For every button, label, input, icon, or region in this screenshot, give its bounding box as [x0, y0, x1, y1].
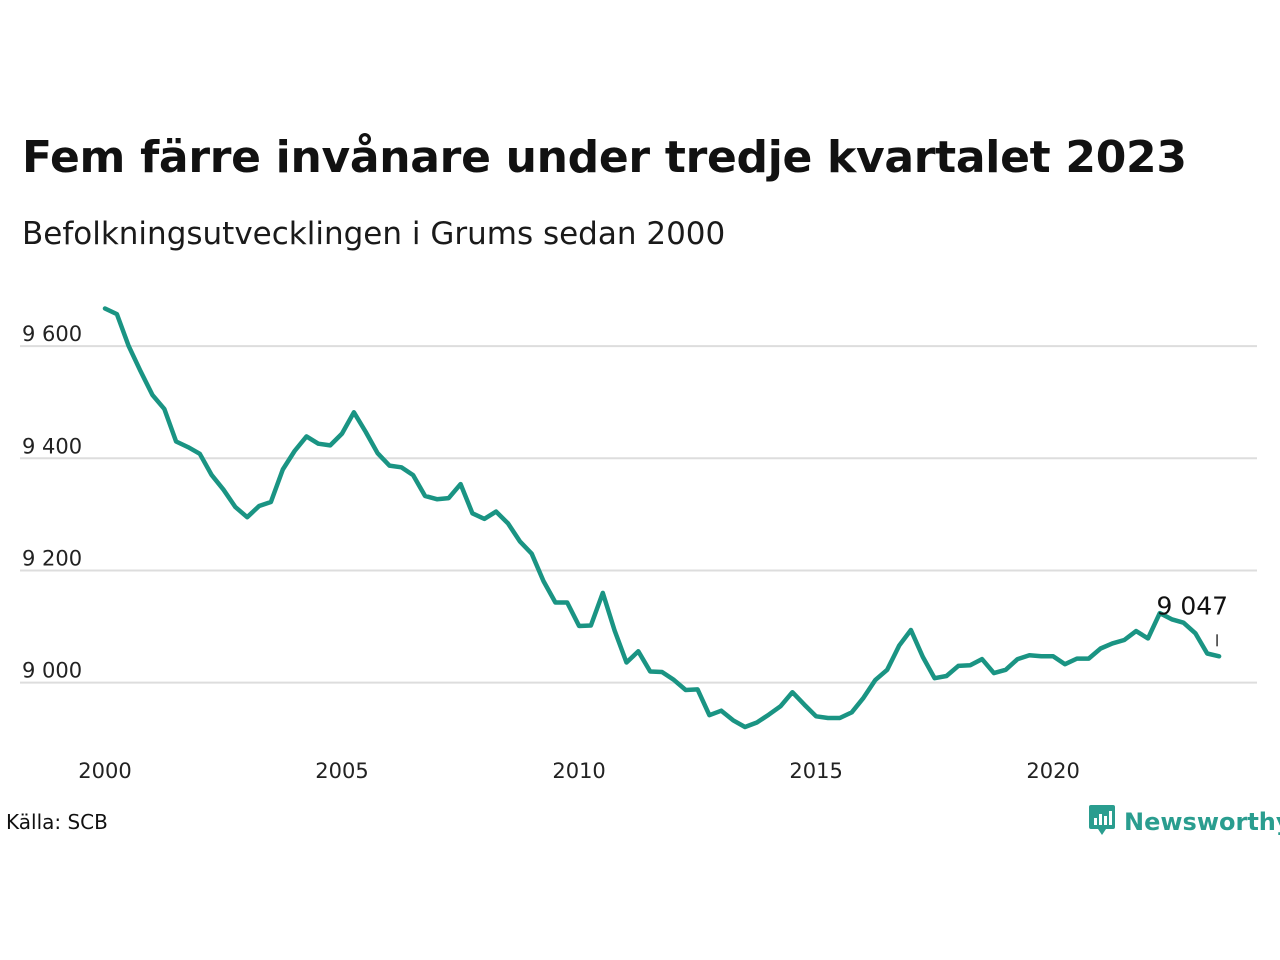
- x-tick-label: 2015: [789, 759, 842, 783]
- chart-subtitle: Befolkningsutvecklingen i Grums sedan 20…: [22, 216, 726, 252]
- y-tick-label: 9 600: [22, 322, 82, 346]
- series-line: [102, 306, 1222, 730]
- x-tick-label: 2005: [315, 759, 368, 783]
- brand-logo[interactable]: Newsworthy: [1088, 803, 1280, 841]
- annotation-layer: 9 047: [1156, 591, 1228, 647]
- x-tick-label: 2010: [552, 759, 605, 783]
- brand-name: Newsworthy: [1124, 808, 1280, 836]
- newsworthy-logo-icon: [1088, 803, 1116, 841]
- y-tick-label: 9 000: [22, 659, 82, 683]
- y-axis-ticks: 9 000 9 200 9 400 9 600: [22, 322, 82, 683]
- source-note: Källa: SCB: [6, 810, 108, 834]
- y-tick-label: 9 200: [22, 546, 82, 570]
- x-tick-label: 2000: [78, 759, 131, 783]
- y-tick-label: 9 400: [22, 434, 82, 458]
- series-layer: [102, 306, 1222, 730]
- x-tick-label: 2020: [1026, 759, 1079, 783]
- annotation-label: 9 047: [1156, 591, 1228, 620]
- chart-title: Fem färre invånare under tredje kvartale…: [22, 132, 1187, 183]
- x-axis-ticks: 2000 2005 2010 2015 2020: [78, 759, 1080, 783]
- gridlines: [20, 345, 1257, 684]
